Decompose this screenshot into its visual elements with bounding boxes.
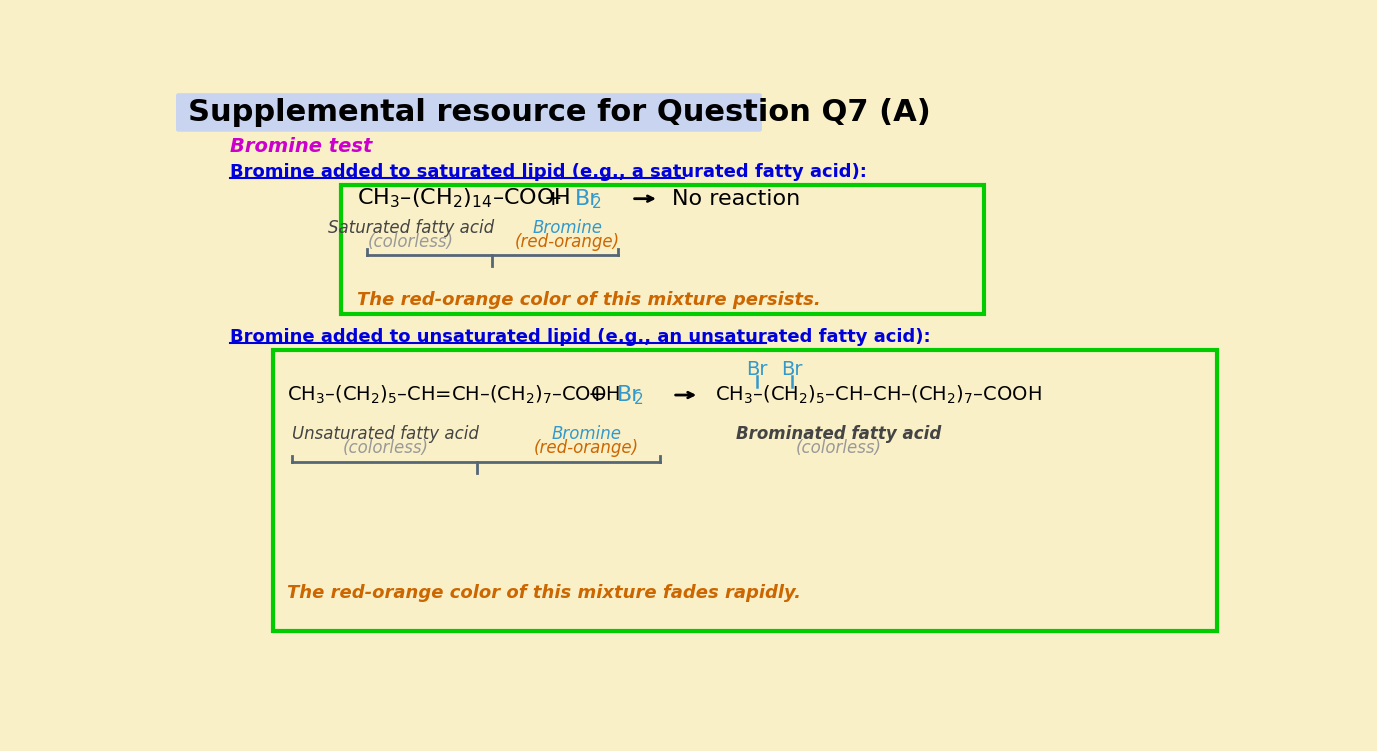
Text: (red-orange): (red-orange) (515, 233, 620, 251)
Text: +: + (588, 385, 606, 405)
Text: Br: Br (617, 385, 642, 405)
Text: The red-orange color of this mixture persists.: The red-orange color of this mixture per… (357, 291, 821, 309)
FancyBboxPatch shape (273, 350, 1217, 632)
Text: Bromine test: Bromine test (230, 137, 373, 155)
Text: CH$_3$–(CH$_2$)$_5$–CH=CH–(CH$_2$)$_7$–COOH: CH$_3$–(CH$_2$)$_5$–CH=CH–(CH$_2$)$_7$–C… (286, 384, 620, 406)
Text: Unsaturated fatty acid: Unsaturated fatty acid (292, 424, 479, 442)
Text: The red-orange color of this mixture fades rapidly.: The red-orange color of this mixture fad… (286, 584, 801, 602)
Text: Bromine added to unsaturated lipid (e.g., an unsaturated fatty acid):: Bromine added to unsaturated lipid (e.g.… (230, 328, 931, 346)
Text: CH$_3$–(CH$_2$)$_5$–CH–CH–(CH$_2$)$_7$–COOH: CH$_3$–(CH$_2$)$_5$–CH–CH–(CH$_2$)$_7$–C… (715, 384, 1041, 406)
Text: 2: 2 (633, 392, 643, 407)
Text: (colorless): (colorless) (796, 439, 881, 457)
Text: Brominated fatty acid: Brominated fatty acid (735, 424, 942, 442)
Text: (red-orange): (red-orange) (534, 439, 639, 457)
Text: +: + (544, 189, 563, 209)
Text: Bromine added to saturated lipid (e.g., a saturated fatty acid):: Bromine added to saturated lipid (e.g., … (230, 163, 868, 181)
FancyBboxPatch shape (341, 185, 985, 314)
FancyBboxPatch shape (176, 93, 761, 131)
Text: (colorless): (colorless) (343, 439, 428, 457)
Text: Bromine: Bromine (533, 219, 602, 237)
Text: Bromine: Bromine (552, 424, 622, 442)
Text: Supplemental resource for Question Q7 (A): Supplemental resource for Question Q7 (A… (187, 98, 931, 127)
Text: Br: Br (746, 360, 768, 379)
Text: 2: 2 (591, 196, 600, 211)
Text: No reaction: No reaction (672, 189, 800, 209)
Text: Br: Br (576, 189, 599, 209)
Text: CH$_3$–(CH$_2$)$_{14}$–COOH: CH$_3$–(CH$_2$)$_{14}$–COOH (357, 187, 570, 210)
Text: Br: Br (781, 360, 803, 379)
Text: (colorless): (colorless) (368, 233, 454, 251)
Text: Saturated fatty acid: Saturated fatty acid (328, 219, 494, 237)
